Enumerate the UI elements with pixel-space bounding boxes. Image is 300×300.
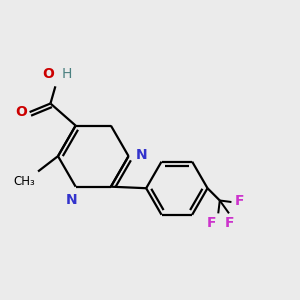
Text: F: F	[235, 194, 244, 208]
Text: CH₃: CH₃	[13, 175, 35, 188]
Text: O: O	[15, 105, 27, 119]
Text: N: N	[66, 194, 78, 207]
Text: N: N	[135, 148, 147, 162]
Text: F: F	[225, 216, 234, 230]
Text: H: H	[61, 67, 72, 81]
Text: O: O	[43, 67, 55, 81]
Text: F: F	[207, 216, 216, 230]
